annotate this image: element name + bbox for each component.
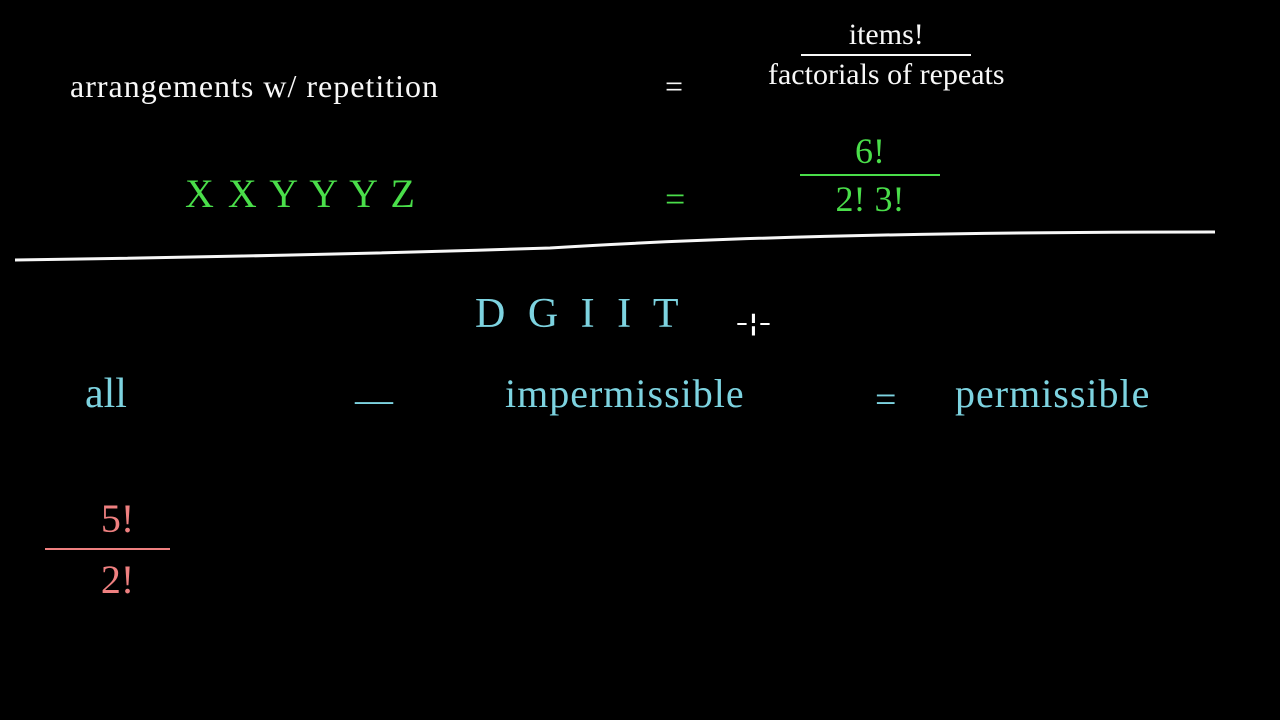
equals-sign-2: = [665, 178, 685, 220]
formula-permissible: permissible [955, 370, 1150, 417]
fraction-numerator-6fact: 6! [849, 130, 891, 172]
section-divider [0, 0, 1280, 720]
formula-description: arrangements w/ repetition [70, 68, 439, 105]
minus-sign: — [355, 378, 393, 422]
problem-letters: D G I I T [475, 290, 685, 338]
cursor-crosshair: -¦- [735, 306, 762, 339]
equals-sign-3: = [875, 378, 896, 422]
formula-left-text: arrangements w/ repetition [70, 68, 439, 104]
fraction-numerator-5fact: 5! [73, 495, 142, 546]
example-fraction: 6! 2! 3! [800, 130, 940, 220]
fraction-denominator-2fact: 2! [73, 552, 142, 603]
formula-fraction: items! factorials of repeats [760, 18, 1013, 92]
fraction-denominator-2fact3fact: 2! 3! [830, 178, 911, 220]
formula-all: all [85, 370, 127, 418]
calculation-fraction: 5! 2! [45, 495, 170, 603]
fraction-line-1 [801, 54, 971, 56]
fraction-line-2 [800, 174, 940, 176]
fraction-numerator-items: items! [841, 18, 932, 52]
example-letters: X X Y Y Y Z [185, 170, 417, 217]
formula-impermissible: impermissible [505, 370, 745, 417]
fraction-line-3 [45, 548, 170, 550]
equals-sign-1: = [665, 68, 683, 105]
fraction-denominator-factorials: factorials of repeats [760, 58, 1013, 92]
